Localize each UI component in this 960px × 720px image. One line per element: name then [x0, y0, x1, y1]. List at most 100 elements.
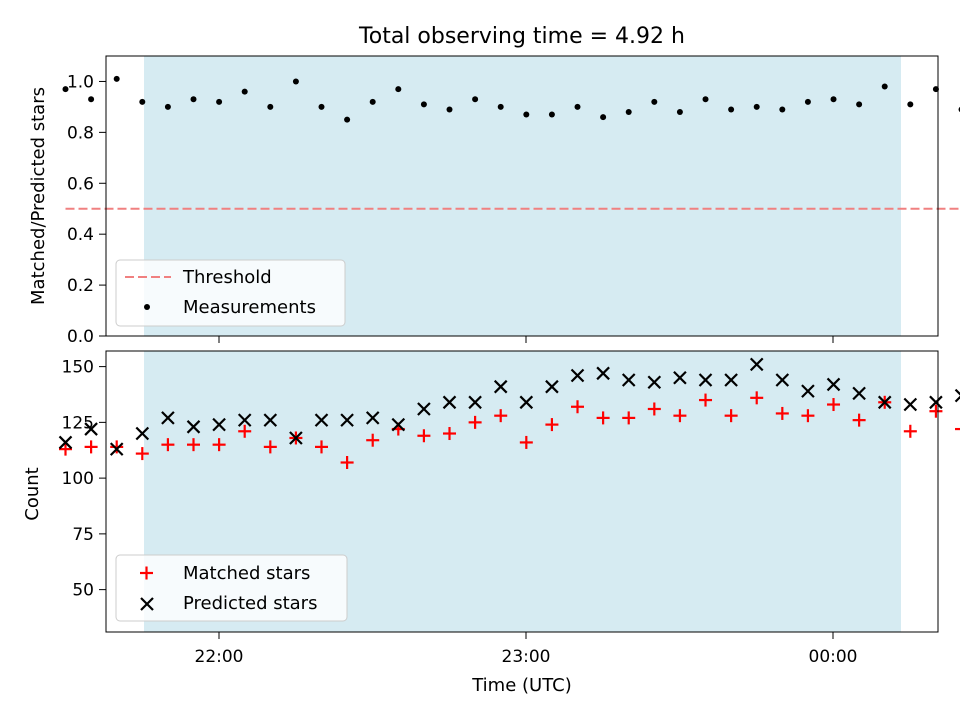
y-tick-label: 0.2	[67, 276, 94, 296]
top-legend: Threshold Measurements	[115, 259, 346, 327]
x-b	[775, 373, 790, 387]
x-axis-label: Time (UTC)	[471, 675, 572, 696]
y-tick-label: 0.6	[67, 174, 94, 194]
predicted-stars-point	[621, 373, 636, 387]
top-plot-area	[62, 75, 960, 210]
predicted-stars-point	[724, 373, 738, 387]
x-b	[877, 395, 892, 410]
x-b	[289, 431, 303, 445]
measurement-point	[600, 114, 607, 121]
predicted-stars-point	[749, 357, 764, 372]
legend-threshold-label: Threshold	[182, 267, 272, 288]
matched-stars-point	[699, 393, 713, 407]
x-b	[724, 373, 738, 387]
matched-stars-point	[750, 391, 764, 405]
measurement-point	[292, 78, 299, 85]
x-b	[493, 379, 508, 394]
matched-stars-point	[519, 435, 533, 449]
x-b	[852, 386, 866, 401]
matched-stars-point	[59, 442, 72, 456]
x-b	[58, 435, 73, 450]
y-tick-label: 125	[62, 413, 94, 433]
x-b	[570, 368, 585, 383]
measurement-point	[523, 111, 530, 118]
measurement-point	[753, 103, 760, 110]
legend-predicted-swatch	[140, 597, 154, 611]
x-b	[954, 395, 960, 403]
x-b	[161, 411, 175, 425]
predicted-stars-point	[84, 422, 98, 436]
measurement-point	[472, 96, 479, 103]
matched-stars-point	[468, 415, 482, 429]
measurement-point	[625, 109, 632, 115]
matched-stars-point	[955, 427, 960, 431]
top-y-axis-label: Matched/Predicted stars	[28, 87, 49, 305]
matched-stars-point	[161, 438, 175, 452]
x-b	[826, 377, 841, 392]
x-b	[135, 426, 150, 441]
measurement-point	[216, 98, 223, 105]
x-b	[545, 379, 559, 394]
bottom-plot-area	[58, 357, 960, 470]
y-tick-label: 150	[62, 358, 94, 378]
matched-stars-point	[673, 409, 687, 423]
predicted-stars-point	[877, 395, 892, 410]
predicted-stars-point	[135, 426, 150, 441]
predicted-stars-point	[698, 373, 713, 387]
top-axes: 0.0 0.2 0.4 0.6 0.8 1.0	[67, 72, 834, 347]
x-b	[673, 370, 687, 385]
predicted-stars-point	[647, 375, 662, 390]
x-b	[391, 417, 406, 432]
matched-stars-point	[494, 409, 508, 423]
y-tick-label: 0.0	[67, 327, 94, 347]
x-b	[237, 413, 252, 427]
measurement-point	[881, 83, 888, 90]
legend-measurements-label: Measurements	[183, 297, 316, 318]
x-tick-label: 22:00	[195, 647, 244, 667]
x-b	[621, 373, 636, 387]
measurement-point	[574, 103, 581, 110]
x-b	[468, 395, 482, 410]
predicted-stars-point	[212, 417, 226, 432]
predicted-stars-point	[442, 395, 457, 410]
x-b	[596, 366, 610, 381]
predicted-stars-point	[417, 402, 431, 416]
measurement-point	[62, 86, 69, 93]
predicted-stars-point	[596, 366, 610, 381]
chart-title: Total observing time = 4.92 h	[358, 24, 685, 49]
predicted-stars-point	[263, 413, 278, 427]
y-tick-label: 75	[72, 525, 94, 545]
predicted-stars-point	[493, 379, 508, 394]
measurement-point	[113, 75, 120, 82]
bottom-legend: Matched stars Predicted stars	[115, 554, 348, 622]
matched-stars-point	[775, 406, 789, 420]
matched-stars-point	[110, 440, 124, 454]
x-b	[801, 384, 815, 398]
predicted-stars-point	[340, 413, 354, 427]
predicted-stars-point	[58, 435, 73, 450]
measurement-point	[548, 111, 555, 118]
x-b	[442, 395, 457, 410]
x-b	[263, 413, 278, 427]
measurement-point	[830, 96, 837, 103]
legend-matched-label: Matched stars	[183, 563, 310, 584]
measurement-point	[728, 106, 735, 113]
predicted-stars-point	[289, 431, 303, 445]
bottom-panel-frame	[105, 350, 939, 633]
predicted-stars-point	[237, 413, 252, 427]
x-b	[749, 357, 764, 372]
predicted-stars-point	[673, 370, 687, 385]
matched-stars-point	[571, 400, 585, 414]
x-b	[929, 395, 943, 410]
x-b	[365, 411, 380, 425]
matched-stars-point	[596, 411, 610, 425]
x-b	[84, 422, 98, 436]
measurement-point	[651, 98, 658, 105]
legend-matched-swatch	[140, 566, 153, 580]
predicted-stars-point	[109, 442, 124, 456]
predicted-stars-point	[929, 395, 943, 410]
measurement-point	[164, 103, 171, 110]
matched-stars-point	[647, 402, 661, 416]
x-b	[519, 395, 534, 410]
